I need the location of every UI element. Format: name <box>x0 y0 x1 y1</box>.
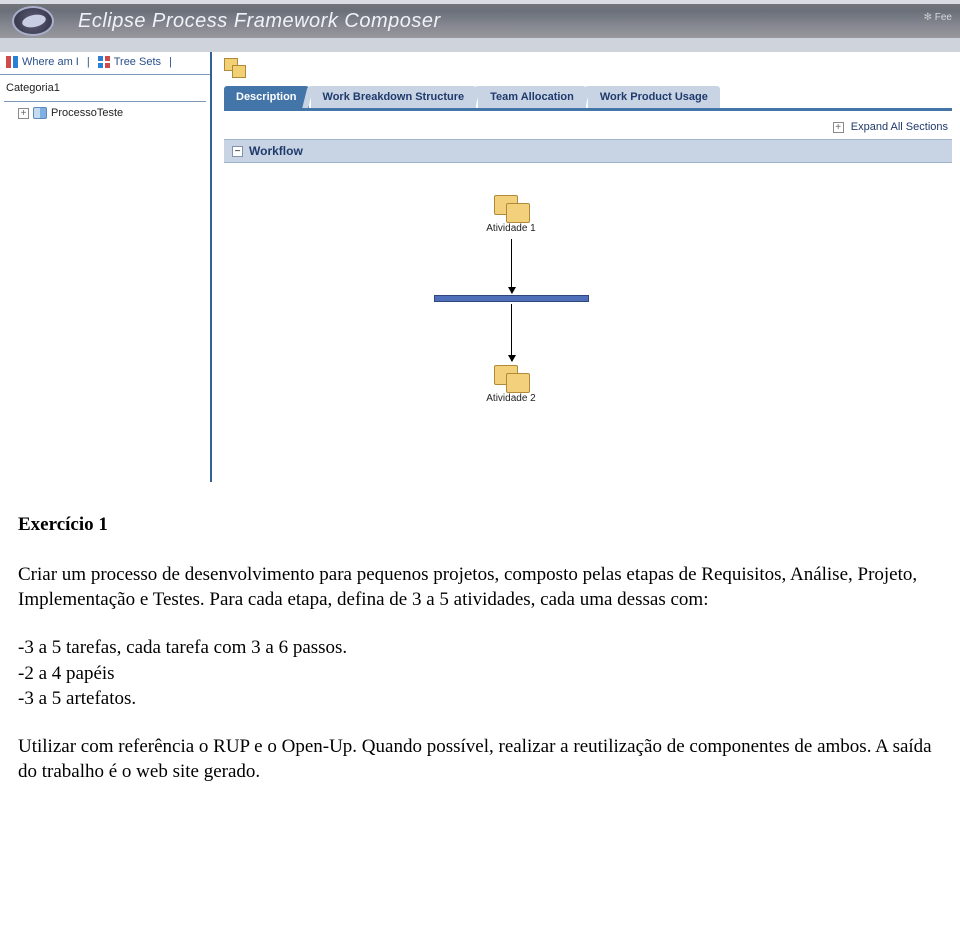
workflow-node[interactable]: Atividade 2 <box>475 365 547 404</box>
app-banner: Eclipse Process Framework Composer Fee <box>0 0 960 52</box>
tab-team-allocation[interactable]: Team Allocation <box>478 86 586 108</box>
feedback-link[interactable]: Fee <box>924 12 952 23</box>
workflow-node[interactable]: Atividade 1 <box>475 195 547 234</box>
exercise-paragraph: Utilizar com referência o RUP e o Open-U… <box>18 734 942 785</box>
workflow-node-label: Atividade 1 <box>475 223 547 234</box>
nav-tree: Categoria1 + ProcessoTeste <box>0 77 210 124</box>
toolbar-separator: | <box>169 56 172 68</box>
tab-description[interactable]: Description <box>224 86 309 108</box>
tree-sets-label: Tree Sets <box>114 56 161 68</box>
tree-sets-icon <box>98 56 110 68</box>
exercise-item: -3 a 5 artefatos. <box>18 686 942 712</box>
exercise-heading: Exercício 1 <box>18 512 942 538</box>
process-icon <box>33 107 47 119</box>
exercise-text: Exercício 1 Criar um processo de desenvo… <box>0 482 960 831</box>
tab-bar: Description Work Breakdown Structure Tea… <box>224 86 952 111</box>
sidebar: Where am I | Tree Sets | Categoria1 + Pr… <box>0 52 212 482</box>
exercise-item: -3 a 5 tarefas, cada tarefa com 3 a 6 pa… <box>18 635 942 661</box>
workflow-arrow <box>511 304 512 361</box>
workflow-diagram: Atividade 1 Atividade 2 <box>224 163 952 433</box>
section-header-workflow[interactable]: − Workflow <box>224 139 952 163</box>
expand-all-row: + Expand All Sections <box>224 111 952 139</box>
toolbar-separator: | <box>87 56 90 68</box>
section-title: Workflow <box>249 144 303 158</box>
sidebar-divider <box>4 101 206 102</box>
tree-node-label: ProcessoTeste <box>51 105 123 121</box>
tree-row-category[interactable]: Categoria1 <box>4 79 206 97</box>
content-area: Description Work Breakdown Structure Tea… <box>212 52 960 433</box>
tree-node-label: Categoria1 <box>6 80 60 96</box>
workflow-arrow <box>511 239 512 293</box>
eclipse-logo-icon <box>12 6 54 36</box>
sidebar-divider <box>0 74 210 75</box>
activity-icon <box>494 365 528 391</box>
exercise-item: -2 a 4 papéis <box>18 661 942 687</box>
where-am-i-button[interactable]: Where am I <box>6 56 79 68</box>
workflow-sync-bar <box>434 295 589 302</box>
tab-work-product-usage[interactable]: Work Product Usage <box>588 86 720 108</box>
exercise-paragraph: Criar um processo de desenvolvimento par… <box>18 562 942 613</box>
app-title: Eclipse Process Framework Composer <box>78 10 441 33</box>
expand-all-toggle-icon[interactable]: + <box>833 122 844 133</box>
expand-toggle-icon[interactable]: + <box>18 108 29 119</box>
where-am-i-label: Where am I <box>22 56 79 68</box>
tree-row-process[interactable]: + ProcessoTeste <box>4 104 206 122</box>
tab-work-breakdown[interactable]: Work Breakdown Structure <box>311 86 477 108</box>
activity-icon <box>494 195 528 221</box>
workflow-node-label: Atividade 2 <box>475 393 547 404</box>
collapse-toggle-icon[interactable]: − <box>232 146 243 157</box>
process-element-icon <box>224 58 244 76</box>
where-am-i-icon <box>6 56 18 68</box>
tree-sets-button[interactable]: Tree Sets <box>98 56 161 68</box>
expand-all-label[interactable]: Expand All Sections <box>851 121 948 133</box>
